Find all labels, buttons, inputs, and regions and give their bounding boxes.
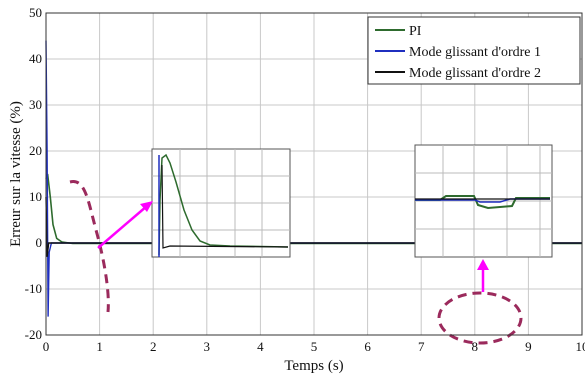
x-tick-label: 2: [150, 339, 157, 354]
x-tick-label: 6: [364, 339, 371, 354]
x-tick-label: 9: [525, 339, 532, 354]
plot-frame: [45, 12, 583, 336]
y-tick-label: 50: [29, 5, 42, 20]
arrow-left: [97, 201, 153, 249]
legend-label-smc1: Mode glissant d'ordre 1: [409, 45, 541, 60]
legend-label-pi: PI: [409, 24, 422, 39]
y-tick-label: 10: [29, 189, 42, 204]
x-tick-label: 1: [96, 339, 103, 354]
y-tick-label: 30: [29, 97, 42, 112]
zoom-inset-right: [414, 144, 553, 258]
tick-labels: 0 1 2 3 4 5 6 7 8 9 10 -20 -10 0 10 20 30 40 50: [25, 5, 585, 354]
legend-label-smc2: Mode glissant d'ordre 2: [409, 66, 541, 81]
x-tick-label: 8: [472, 339, 479, 354]
x-axis-label: Temps (s): [284, 358, 343, 374]
y-tick-label: -10: [25, 281, 42, 296]
y-tick-label: 20: [29, 143, 42, 158]
y-tick-label: 0: [36, 235, 43, 250]
x-tick-label: 7: [418, 339, 425, 354]
arrow-right: [477, 259, 489, 292]
dashed-annotation-right: [437, 291, 523, 345]
y-tick-label: -20: [25, 327, 42, 342]
x-tick-label: 3: [204, 339, 211, 354]
x-tick-label: 10: [576, 339, 585, 354]
x-tick-label: 0: [43, 339, 50, 354]
zoom-inset-left: [151, 148, 291, 258]
dashed-annotation-left: [69, 180, 110, 313]
legend: PI Mode glissant d'ordre 1 Mode glissant…: [367, 16, 581, 85]
x-tick-label: 4: [257, 339, 264, 354]
y-axis-label: Erreur sur la vitesse (%): [8, 101, 24, 247]
x-tick-label: 5: [311, 339, 318, 354]
y-tick-label: 40: [29, 51, 42, 66]
